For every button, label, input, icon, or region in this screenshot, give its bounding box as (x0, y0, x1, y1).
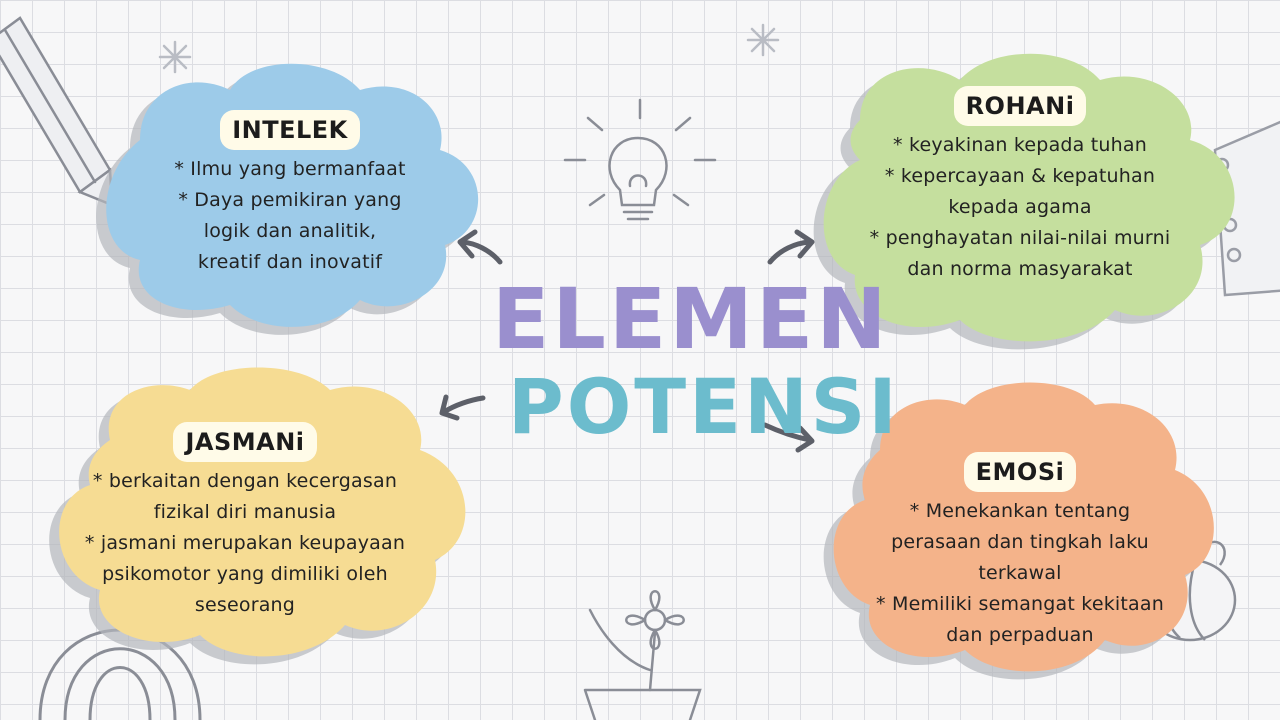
node-emosi: EMOSi * Menekankan tentang perasaan dan … (840, 452, 1200, 651)
node-line: dan norma masyarakat (907, 258, 1133, 280)
node-line: logik dan analitik, (203, 220, 377, 242)
node-rohani: ROHANi * keyakinan kepada tuhan * keperc… (840, 86, 1200, 285)
node-line: * kepercayaan & kepatuhan (884, 165, 1156, 187)
node-line: * Memiliki semangat kekitaan (876, 593, 1164, 615)
arrow-to-emosi-icon (762, 422, 815, 453)
title-line-1: ELEMEN (492, 270, 890, 368)
node-jasmani: JASMANi * berkaitan dengan kecergasan fi… (65, 422, 425, 621)
arrow-to-intelek-icon (457, 229, 503, 265)
intelek-cloud-shape (96, 63, 479, 335)
node-line: * Ilmu yang bermanfaat (174, 158, 406, 180)
node-line: * Daya pemikiran yang (178, 189, 402, 211)
node-label: ROHANi (953, 86, 1087, 126)
rohani-cloud-shape (813, 53, 1235, 350)
node-label: EMOSi (963, 452, 1077, 492)
jasmani-cloud-shape (49, 367, 466, 665)
node-line: kreatif dan inovatif (197, 251, 383, 273)
node-line: * Menekankan tentang (909, 500, 1131, 522)
sparkle-icon (746, 23, 780, 57)
node-label: JASMANi (173, 422, 317, 462)
node-line: dan perpaduan (946, 624, 1094, 646)
node-line: fizikal diri manusia (153, 501, 337, 523)
node-line: kepada agama (948, 196, 1092, 218)
node-line: * keyakinan kepada tuhan (893, 134, 1147, 156)
node-line: * penghayatan nilai-nilai murni (869, 227, 1171, 249)
node-line: psikomotor yang dimiliki oleh (102, 563, 388, 585)
arrow-to-rohani-icon (767, 229, 815, 265)
node-line: perasaan dan tingkah laku (891, 531, 1149, 553)
node-line: seseorang (194, 594, 296, 616)
node-line: * jasmani merupakan keupayaan (84, 532, 406, 554)
node-label: INTELEK (220, 110, 360, 150)
title-line-2: POTENSI (508, 362, 900, 451)
pencil-icon (0, 16, 114, 207)
sparkle-icon (158, 40, 192, 74)
node-intelek: INTELEK * Ilmu yang bermanfaat * Daya pe… (120, 110, 460, 278)
flower-pot-icon (583, 590, 702, 720)
emosi-cloud-shape (823, 382, 1214, 680)
node-line: * berkaitan dengan kecergasan (92, 470, 398, 492)
arrow-to-jasmani-icon (439, 394, 486, 421)
lightbulb-icon (563, 98, 717, 221)
node-line: terkawal (978, 562, 1062, 584)
